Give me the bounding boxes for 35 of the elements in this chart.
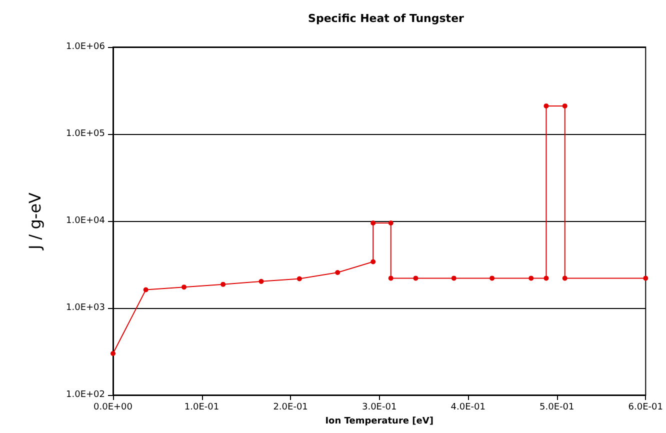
- x-tick-label: 1.0E-01: [184, 402, 220, 412]
- point: [388, 220, 394, 226]
- point: [528, 276, 534, 281]
- point: [490, 276, 495, 281]
- point: [143, 287, 148, 292]
- point: [413, 276, 418, 281]
- point: [335, 270, 340, 275]
- point: [643, 276, 648, 281]
- point: [562, 103, 568, 108]
- point: [388, 276, 394, 281]
- y-tick-label: 1.0E+06: [66, 42, 106, 52]
- point: [544, 276, 549, 281]
- x-tick-label: 3.0E-01: [362, 402, 397, 412]
- point: [220, 282, 226, 287]
- y-tick-label: 1.0E+03: [66, 303, 105, 313]
- chart-title: Specific Heat of Tungster: [308, 12, 465, 25]
- point: [370, 259, 376, 264]
- point: [296, 276, 302, 282]
- point: [182, 284, 187, 290]
- point: [544, 103, 549, 108]
- x-tick-label: 4.0E-01: [450, 402, 486, 412]
- y-tick-label: 1.0E+02: [66, 390, 105, 400]
- y-axis-title: J / g-eV: [26, 192, 44, 250]
- x-tick-label: 2.0E-01: [273, 402, 308, 412]
- point: [258, 278, 264, 284]
- x-tick-label: 0.0E+00: [94, 402, 133, 412]
- x-tick-label: 5.0E-01: [540, 402, 574, 412]
- x-tick-label: 6.0E-01: [628, 402, 663, 412]
- point: [562, 276, 568, 281]
- point: [110, 350, 116, 356]
- point: [370, 220, 376, 226]
- y-tick-label: 1.0E+05: [66, 129, 105, 139]
- y-tick-label: 1.0E+04: [66, 216, 106, 226]
- x-axis-title: Ion Temperature [eV]: [325, 416, 434, 426]
- point: [451, 276, 456, 281]
